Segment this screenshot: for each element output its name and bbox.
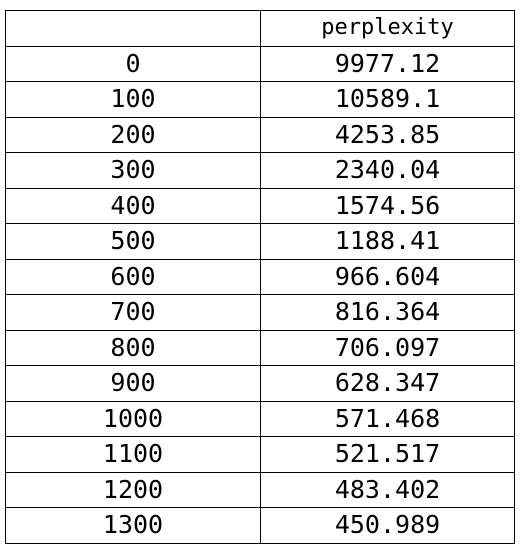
- step-cell[interactable]: 500: [5, 223, 261, 260]
- step-cell[interactable]: 200: [5, 116, 261, 153]
- step-cell[interactable]: 400: [5, 187, 261, 224]
- table-body: 0 9977.12 100 10589.1 200 4253.85 300 2340.04 40…: [5, 45, 515, 544]
- perplexity-cell[interactable]: 628.347: [260, 365, 515, 402]
- perplexity-cell[interactable]: 483.402: [260, 471, 515, 508]
- table-row: 400 1574.56: [5, 187, 515, 224]
- table-row: 1300 450.989: [5, 507, 515, 544]
- perplexity-cell[interactable]: 1188.41: [260, 223, 515, 260]
- step-cell[interactable]: 700: [5, 294, 261, 331]
- perplexity-cell[interactable]: 571.468: [260, 400, 515, 437]
- table-row: 0 9977.12: [5, 45, 515, 82]
- header-cell-step[interactable]: [5, 10, 261, 47]
- perplexity-cell[interactable]: 2340.04: [260, 152, 515, 189]
- perplexity-cell[interactable]: 10589.1: [260, 81, 515, 118]
- step-cell[interactable]: 1300: [5, 507, 261, 544]
- perplexity-cell[interactable]: 966.604: [260, 258, 515, 295]
- table-row: 100 10589.1: [5, 81, 515, 118]
- step-cell[interactable]: 1200: [5, 471, 261, 508]
- perplexity-cell[interactable]: 450.989: [260, 507, 515, 544]
- table-row: 200 4253.85: [5, 116, 515, 153]
- data-sheet: perplexity 0 9977.12 100 10589.1 200 4253.85 3…: [5, 10, 515, 544]
- step-cell[interactable]: 600: [5, 258, 261, 295]
- step-cell[interactable]: 100: [5, 81, 261, 118]
- step-cell[interactable]: 0: [5, 45, 261, 82]
- table-row: 600 966.604: [5, 258, 515, 295]
- table-row: 300 2340.04: [5, 152, 515, 189]
- step-cell[interactable]: 900: [5, 365, 261, 402]
- perplexity-cell[interactable]: 706.097: [260, 329, 515, 366]
- perplexity-cell[interactable]: 4253.85: [260, 116, 515, 153]
- table-row: 1200 483.402: [5, 471, 515, 508]
- perplexity-table: perplexity 0 9977.12 100 10589.1 200 4253.85 3…: [5, 10, 515, 544]
- step-cell[interactable]: 800: [5, 329, 261, 366]
- step-cell[interactable]: 300: [5, 152, 261, 189]
- header-row: perplexity: [5, 10, 515, 47]
- perplexity-cell[interactable]: 521.517: [260, 436, 515, 473]
- table-row: 700 816.364: [5, 294, 515, 331]
- table-row: 800 706.097: [5, 329, 515, 366]
- perplexity-cell[interactable]: 9977.12: [260, 45, 515, 82]
- table-row: 500 1188.41: [5, 223, 515, 260]
- perplexity-cell[interactable]: 1574.56: [260, 187, 515, 224]
- header-cell-perplexity[interactable]: perplexity: [260, 10, 515, 47]
- step-cell[interactable]: 1100: [5, 436, 261, 473]
- table-row: 900 628.347: [5, 365, 515, 402]
- perplexity-cell[interactable]: 816.364: [260, 294, 515, 331]
- step-cell[interactable]: 1000: [5, 400, 261, 437]
- table-row: 1100 521.517: [5, 436, 515, 473]
- table-row: 1000 571.468: [5, 400, 515, 437]
